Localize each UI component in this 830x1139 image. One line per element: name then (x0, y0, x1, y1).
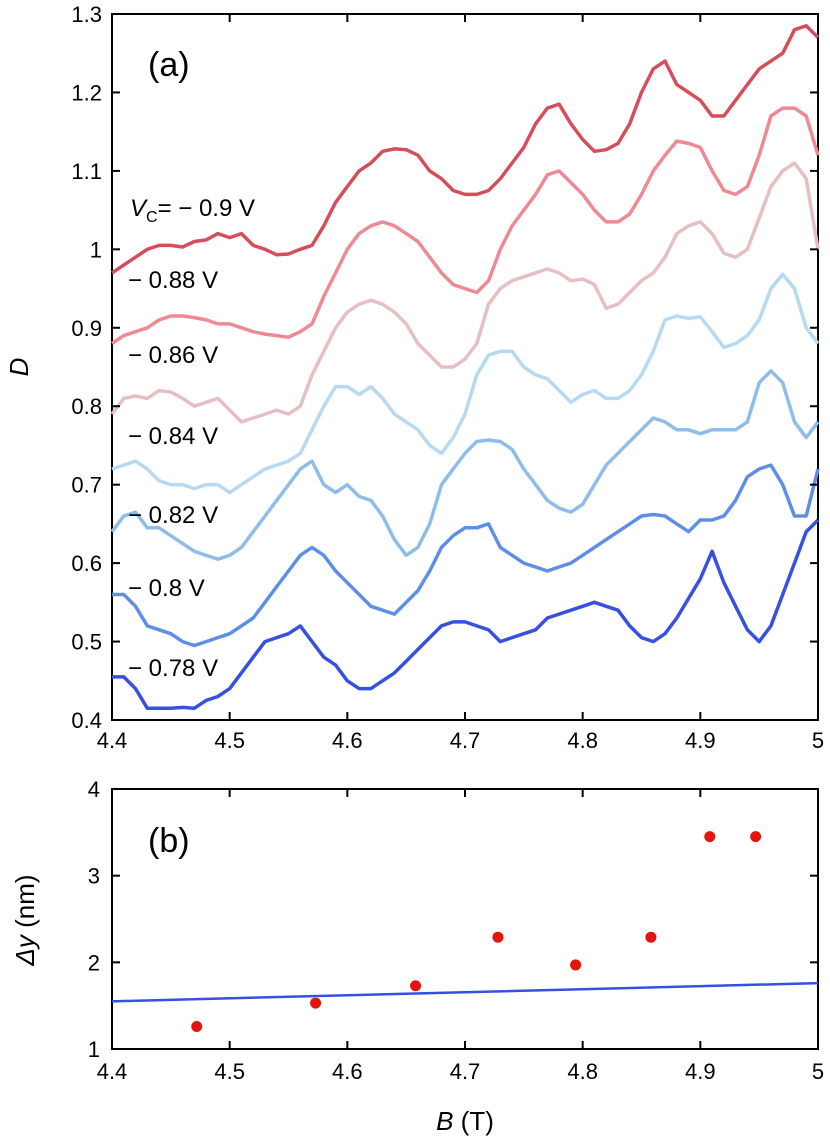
a-y-tick-label: 1 (90, 237, 102, 262)
a-x-tick-label: 4.8 (567, 728, 598, 753)
a-x-tick-label: 4.7 (450, 728, 481, 753)
panel-b-frame (111, 788, 819, 1050)
b-x-tick-label: 4.8 (567, 1059, 598, 1084)
a-x-tick-label: 4.5 (214, 728, 245, 753)
b-y-tick-label: 3 (88, 864, 100, 889)
curve-label-vc-value: = − 0.9 V (158, 195, 255, 222)
data-point (310, 997, 322, 1009)
panel-b: 4.4 4.5 4.6 4.7 4.8 4.9 5 1 2 3 4 (b) Δy (nm) B (T… (10, 777, 824, 1136)
curve-label-0.78: − 0.78 V (128, 655, 218, 682)
a-y-tick-label: 0.5 (71, 630, 102, 655)
curve-label-0.84: − 0.84 V (128, 423, 218, 450)
data-point (410, 980, 422, 992)
panel-b-x-axis-label: B (T) (436, 1106, 494, 1136)
curve-label-0.88: − 0.88 V (128, 267, 218, 294)
curve-label-vc-0.9: VC= − 0.9 V (130, 195, 255, 226)
b-x-tick-label: 4.4 (97, 1059, 128, 1084)
a-x-tick-label: 4.6 (332, 728, 363, 753)
panel-b-y-axis-label: Δy (nm) (10, 874, 40, 966)
series-line-5 (112, 463, 820, 648)
b-x-tick-label: 4.6 (332, 1059, 363, 1084)
a-y-tick-label: 0.4 (71, 708, 102, 733)
panel-a-y-axis-label: D (4, 358, 34, 377)
y-axis-label-symbol: Δy (10, 933, 40, 966)
series-line-6 (112, 518, 820, 710)
b-x-tick-label: 5 (812, 1059, 824, 1084)
x-axis-label-symbol: B (436, 1106, 453, 1136)
curve-label-0.82: − 0.82 V (128, 502, 218, 529)
a-y-tick-label: 0.8 (71, 394, 102, 419)
panel-a-ticks: 4.4 4.5 4.6 4.7 4.8 4.9 5 0.4 0.5 0.6 0.7 0.8 0.9 1 1.… (71, 2, 824, 753)
b-y-tick-label: 2 (88, 950, 100, 975)
panel-a: 4.4 4.5 4.6 4.7 4.8 4.9 5 0.4 0.5 0.6 0.7 0.8 0.9 1 1.… (4, 2, 824, 753)
data-point (704, 831, 716, 843)
fit-line (111, 981, 819, 1003)
curve-label-c-subscript: C (146, 209, 158, 226)
panel-a-label: (a) (148, 46, 190, 84)
curve-label-v-symbol: V (130, 195, 148, 222)
a-y-tick-label: 0.6 (71, 551, 102, 576)
panel-b-marks (111, 831, 819, 1032)
a-y-tick-label: 1.2 (71, 80, 102, 105)
curve-label-0.86: − 0.86 V (128, 342, 218, 369)
a-x-tick-label: 4.9 (685, 728, 716, 753)
data-point (645, 931, 657, 943)
a-x-tick-label: 5 (812, 728, 824, 753)
series-line-2 (110, 161, 820, 424)
b-x-tick-label: 4.7 (450, 1059, 481, 1084)
data-point (191, 1020, 203, 1032)
series-line-1 (111, 106, 820, 345)
panel-a-series-group (110, 24, 820, 710)
a-x-tick-label: 4.4 (97, 728, 128, 753)
series-line-3 (111, 272, 820, 495)
data-point (570, 959, 582, 971)
b-x-tick-label: 4.9 (685, 1059, 716, 1084)
b-y-tick-label: 1 (88, 1037, 100, 1062)
a-y-tick-label: 0.7 (71, 473, 102, 498)
a-y-tick-label: 1.3 (71, 2, 102, 27)
series-line-4 (110, 369, 820, 561)
panel-b-ticks: 4.4 4.5 4.6 4.7 4.8 4.9 5 1 2 3 4 (88, 777, 824, 1084)
a-y-tick-label: 1.1 (71, 159, 102, 184)
series-line-0 (111, 24, 820, 275)
data-point (492, 931, 504, 943)
panel-b-label: (b) (148, 822, 190, 860)
a-y-tick-label: 0.9 (71, 316, 102, 341)
x-axis-label-unit: (T) (453, 1106, 493, 1136)
curve-label-0.8: − 0.8 V (128, 575, 205, 602)
y-axis-label-unit: (nm) (10, 874, 40, 935)
b-y-tick-label: 4 (88, 777, 100, 802)
b-x-tick-label: 4.5 (214, 1059, 245, 1084)
data-point (750, 831, 762, 843)
